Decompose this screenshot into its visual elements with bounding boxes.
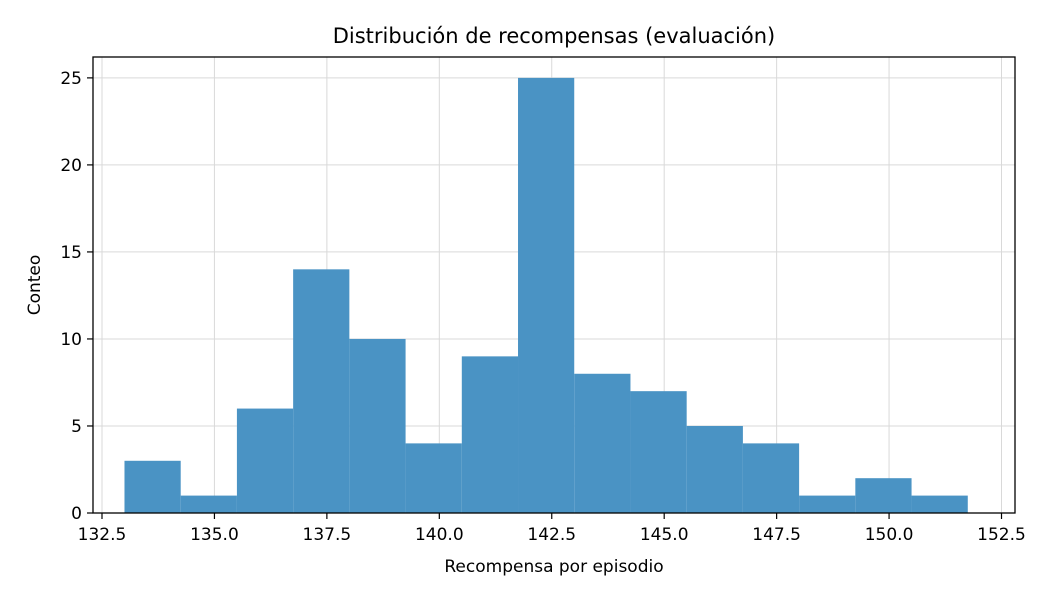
x-tick-label: 147.5 bbox=[752, 525, 801, 545]
histogram-bar bbox=[911, 495, 968, 513]
y-axis-label: Conteo bbox=[25, 255, 45, 316]
histogram-bar bbox=[742, 443, 800, 513]
histogram-bar bbox=[349, 338, 406, 513]
y-tick-label: 5 bbox=[71, 417, 82, 437]
histogram-bar bbox=[799, 495, 856, 513]
histogram-bar bbox=[124, 460, 181, 513]
histogram-bar bbox=[855, 478, 912, 513]
x-axis-label: Recompensa por episodio bbox=[444, 557, 663, 577]
y-tick-label: 20 bbox=[60, 156, 82, 176]
histogram-bar bbox=[686, 425, 743, 513]
x-tick-label: 132.5 bbox=[78, 525, 127, 545]
x-tick-label: 142.5 bbox=[527, 525, 576, 545]
x-tick-label: 145.0 bbox=[640, 525, 689, 545]
histogram-bar bbox=[518, 77, 575, 513]
x-tick-label: 135.0 bbox=[190, 525, 239, 545]
histogram-bars bbox=[124, 77, 968, 513]
y-tick-label: 10 bbox=[60, 330, 82, 350]
histogram-bar bbox=[574, 373, 631, 513]
y-tick-label: 15 bbox=[60, 243, 82, 263]
histogram-bar bbox=[630, 391, 687, 513]
histogram-bar bbox=[461, 356, 519, 513]
x-tick-label: 137.5 bbox=[303, 525, 352, 545]
chart-title: Distribución de recompensas (evaluación) bbox=[333, 24, 776, 48]
y-tick-label: 25 bbox=[60, 69, 82, 89]
histogram-bar bbox=[236, 408, 294, 513]
histogram-bar bbox=[405, 443, 462, 513]
y-tick-label: 0 bbox=[71, 504, 82, 524]
plot-frame bbox=[92, 56, 1016, 514]
axes: 132.5 135.0 137.5 140.0 142.5 145.0 147.5 150.0… bbox=[60, 69, 1025, 545]
x-tick-label: 150.0 bbox=[865, 525, 914, 545]
histogram-bar bbox=[293, 269, 350, 513]
histogram-bar bbox=[180, 495, 237, 513]
x-tick-label: 140.0 bbox=[415, 525, 464, 545]
x-tick-label: 152.5 bbox=[977, 525, 1026, 545]
